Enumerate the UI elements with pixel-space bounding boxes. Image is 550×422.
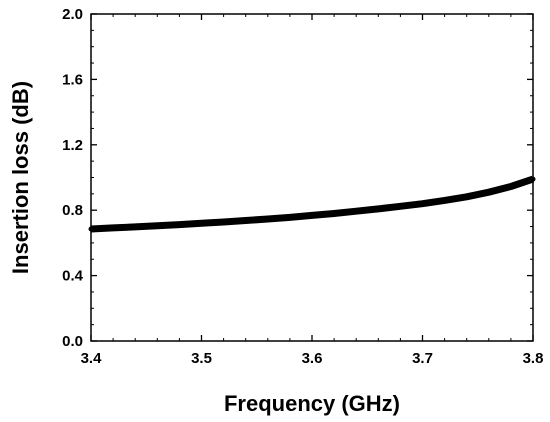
data-point [331, 210, 337, 216]
x-tick-label: 3.4 [81, 350, 103, 367]
data-point [375, 206, 381, 212]
ticks-layer [90, 13, 534, 342]
plot-frame [90, 13, 534, 342]
data-point [243, 218, 249, 224]
x-tick-label: 3.7 [412, 350, 433, 367]
data-point [132, 224, 138, 230]
x-tick-label: 3.8 [523, 350, 544, 367]
x-tick-label: 3.6 [302, 350, 323, 367]
data-point [420, 201, 425, 207]
y-axis-title: Insertion loss (dB) [8, 81, 33, 274]
data-point [486, 189, 492, 195]
y-tick-label: 1.6 [62, 71, 83, 88]
y-tick-label: 1.2 [62, 137, 83, 154]
insertion-loss-series-line [90, 175, 535, 233]
data-point [397, 203, 403, 209]
data-point [442, 197, 448, 203]
x-axis-title: Frequency (GHz) [224, 391, 400, 416]
data-point [110, 225, 116, 231]
data-point [221, 219, 227, 225]
data-point [309, 212, 315, 218]
y-tick-label: 2.0 [62, 6, 83, 23]
data-point [199, 220, 204, 226]
data-point [287, 214, 293, 220]
data-point [508, 183, 514, 189]
data-point [154, 223, 160, 229]
y-tick-label: 0.0 [62, 333, 83, 350]
data-point [353, 208, 359, 214]
x-tick-label: 3.5 [191, 350, 212, 367]
y-tick-label: 0.4 [62, 268, 84, 285]
data-point [265, 216, 271, 222]
series-layer [88, 175, 536, 233]
tick-labels-layer: 3.4 3.5 3.6 3.7 3.8 0.0 0.4 0.8 1.2 1.6 2.0 [62, 6, 543, 367]
data-point [176, 222, 182, 228]
y-tick-label: 0.8 [62, 202, 83, 219]
data-point [464, 194, 470, 200]
